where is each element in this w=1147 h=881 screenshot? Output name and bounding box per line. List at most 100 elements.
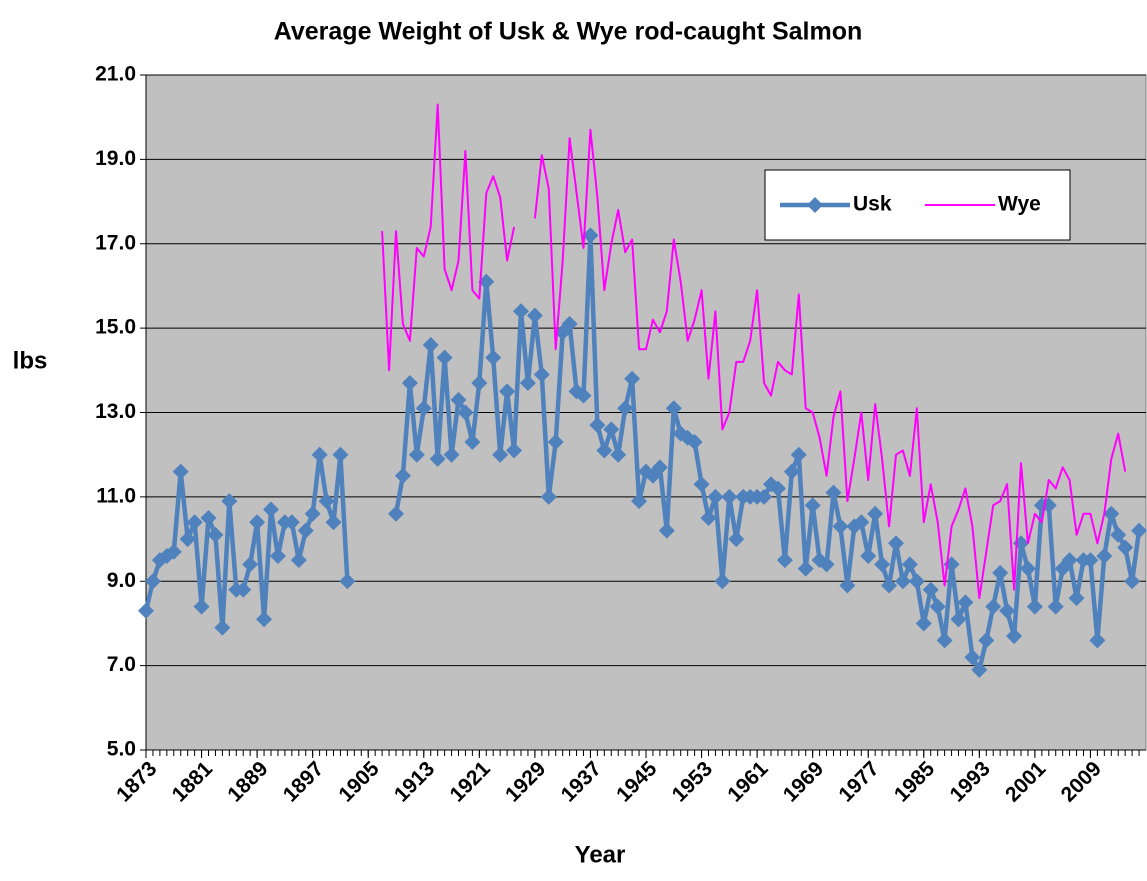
x-tick-label: 1985: [890, 757, 940, 807]
data-point: [471, 374, 488, 391]
data-point: [200, 509, 217, 526]
data-point: [256, 611, 273, 628]
data-point: [589, 417, 606, 434]
x-tick-label: 2001: [1001, 757, 1051, 807]
data-point: [783, 463, 800, 480]
data-point: [1026, 598, 1043, 615]
data-point: [936, 632, 953, 649]
data-point: [1124, 573, 1141, 590]
x-axis-label: Year: [575, 841, 626, 868]
data-point: [1103, 505, 1120, 522]
data-point: [513, 303, 529, 320]
data-point: [978, 632, 995, 649]
data-point: [1068, 590, 1085, 607]
data-point: [992, 564, 1009, 581]
data-point: [721, 488, 738, 505]
data-point: [610, 446, 627, 463]
data-point: [492, 446, 509, 463]
data-point: [915, 615, 932, 632]
x-tick-label: 1961: [723, 757, 773, 807]
data-point: [422, 337, 439, 353]
data-point: [839, 577, 856, 594]
data-point: [1089, 632, 1106, 649]
data-point: [853, 514, 870, 531]
data-point: [443, 446, 460, 463]
x-tick-label: 2009: [1057, 757, 1106, 806]
data-point: [665, 400, 682, 417]
data-point: [596, 442, 613, 459]
data-point: [1019, 560, 1036, 577]
data-point: [297, 522, 314, 539]
data-point: [901, 556, 918, 573]
y-tick-label: 7.0: [107, 653, 136, 676]
y-tick-label: 15.0: [95, 316, 136, 339]
data-point: [631, 493, 648, 510]
data-point: [235, 581, 252, 598]
data-point: [964, 649, 981, 666]
data-point: [888, 535, 904, 552]
x-tick-label: 1969: [779, 757, 828, 806]
data-point: [464, 434, 481, 451]
data-point: [700, 509, 717, 526]
legend-marker: [807, 197, 823, 213]
data-point: [860, 547, 877, 564]
data-point: [651, 459, 668, 476]
data-point: [1006, 628, 1023, 645]
x-tick-label: 1977: [834, 757, 883, 806]
legend-label: Usk: [853, 193, 892, 216]
data-point: [547, 434, 564, 451]
data-point: [1061, 552, 1078, 569]
data-point: [540, 488, 557, 505]
y-tick-label: 19.0: [95, 147, 136, 170]
x-tick-label: 1929: [501, 757, 550, 806]
data-point: [929, 598, 946, 615]
x-tick-label: 1897: [279, 757, 328, 806]
data-point: [138, 602, 154, 619]
data-point: [304, 505, 321, 522]
data-point: [769, 480, 786, 497]
data-point: [825, 484, 842, 501]
data-point: [325, 514, 342, 531]
data-point: [457, 404, 474, 421]
data-point: [478, 273, 495, 290]
data-point: [388, 505, 404, 522]
data-point: [519, 374, 536, 391]
series-line: [381, 103, 1127, 600]
data-point: [999, 602, 1016, 619]
data-point: [832, 518, 849, 535]
data-point: [1082, 552, 1099, 569]
y-axis-label: lbs: [13, 347, 48, 374]
data-point: [450, 391, 467, 408]
y-tick-label: 11.0: [96, 484, 136, 507]
data-point: [242, 556, 259, 573]
x-tick-label: 1905: [334, 757, 384, 807]
data-point: [693, 476, 710, 493]
data-point: [214, 619, 231, 636]
x-tick-label: 1881: [168, 757, 218, 807]
y-tick-label: 21.0: [95, 63, 136, 86]
data-point: [714, 573, 731, 590]
data-point: [1117, 539, 1134, 556]
data-point: [950, 611, 967, 628]
data-point: [408, 446, 425, 463]
x-tick-label: 1945: [612, 757, 662, 807]
legend-label: Wye: [998, 193, 1041, 216]
data-point: [728, 531, 745, 548]
data-point: [790, 446, 807, 463]
data-point: [1096, 547, 1113, 564]
y-tick-label: 5.0: [107, 738, 136, 761]
x-tick-label: 1937: [557, 757, 606, 806]
data-point: [269, 547, 286, 564]
data-point: [797, 560, 814, 577]
data-point: [818, 556, 835, 573]
data-point: [707, 488, 724, 505]
data-point: [561, 315, 578, 332]
data-point: [582, 227, 599, 244]
data-point: [881, 577, 898, 594]
series-line: [143, 233, 1142, 673]
data-point: [804, 497, 821, 514]
data-point: [283, 514, 300, 531]
data-point: [415, 400, 432, 417]
